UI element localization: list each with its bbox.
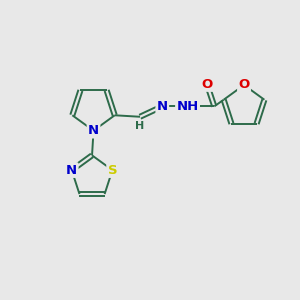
Text: N: N [88,124,99,137]
Text: O: O [201,78,212,91]
Text: H: H [135,121,145,131]
Text: NH: NH [176,100,199,113]
Text: O: O [238,79,250,92]
Text: N: N [157,100,168,113]
Text: S: S [108,164,117,177]
Text: N: N [66,164,77,177]
